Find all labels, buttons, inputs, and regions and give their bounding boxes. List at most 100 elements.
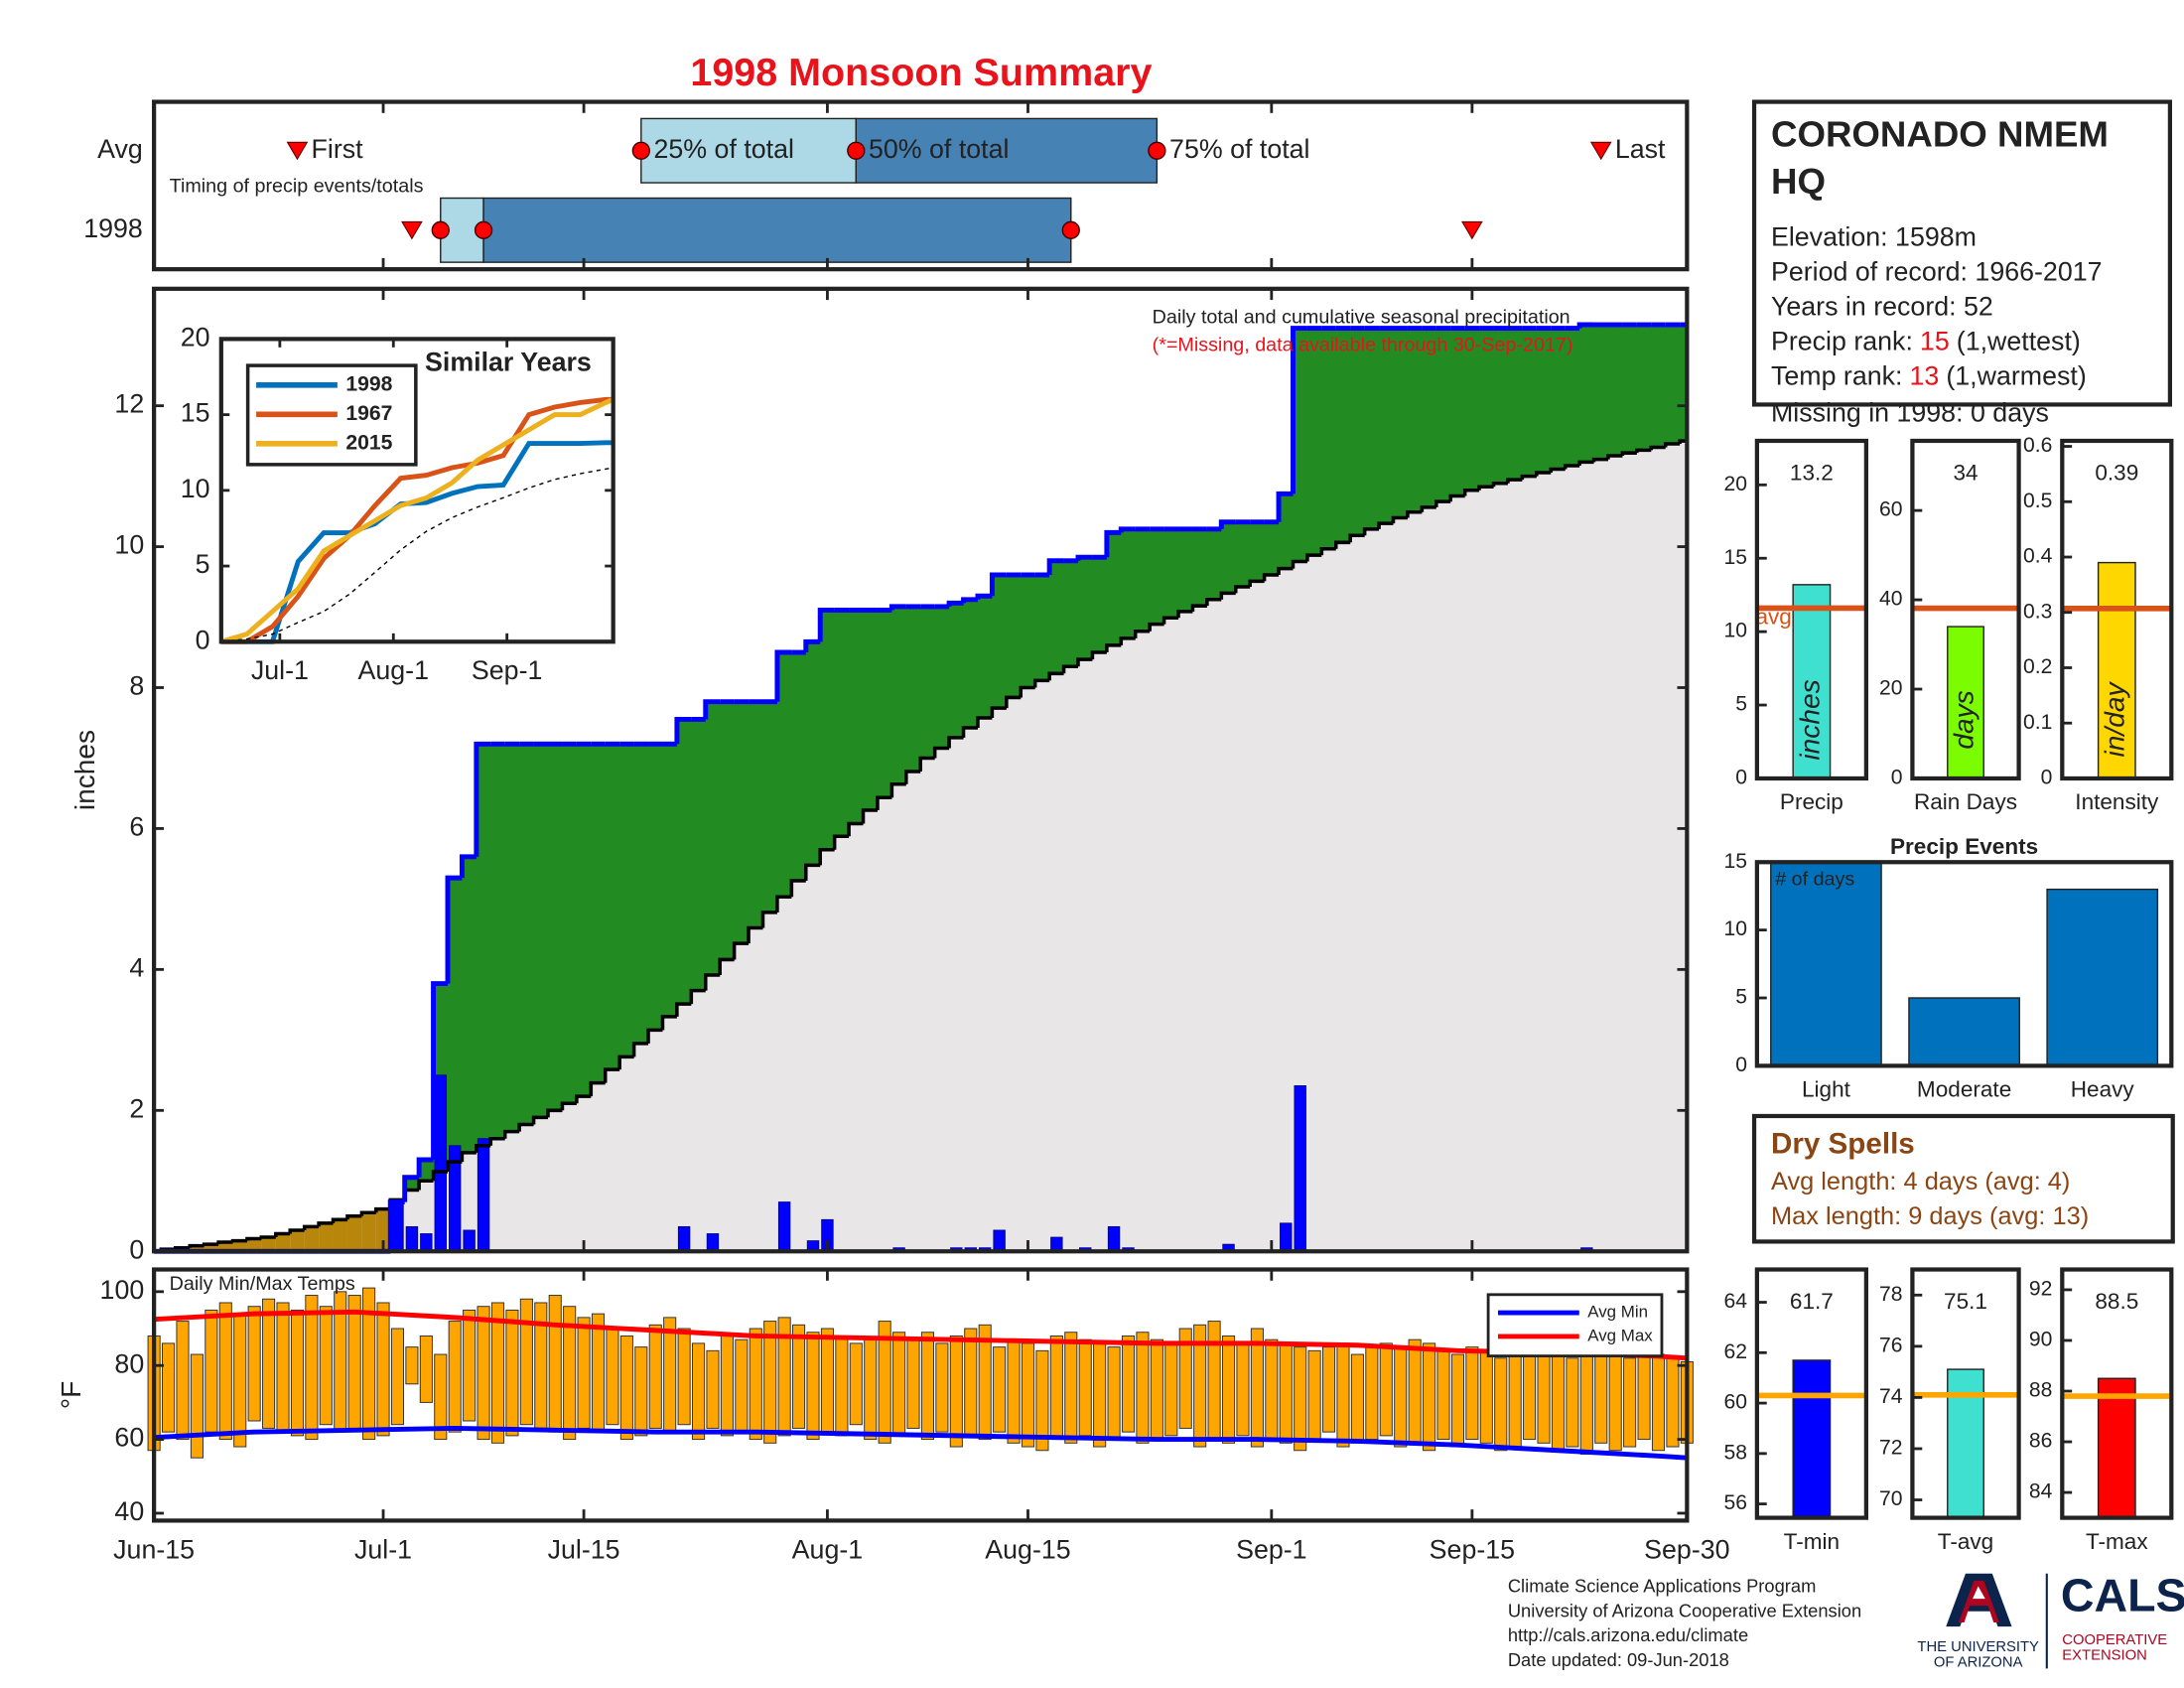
average-fill	[1579, 462, 1594, 1252]
temp-range-bar	[949, 1335, 963, 1448]
surplus-fill	[805, 641, 821, 866]
deficit-fill	[361, 1212, 377, 1252]
surplus-fill	[419, 1159, 434, 1182]
temp-range-bar	[749, 1328, 762, 1441]
temp-range-bar	[519, 1298, 533, 1426]
logo-extension: COOPERATIVE	[2062, 1632, 2167, 1648]
average-step	[374, 1206, 391, 1213]
average-step	[546, 1108, 563, 1118]
x-tick-label: Sep-1	[472, 655, 542, 685]
average-step	[1549, 467, 1566, 474]
average-fill	[705, 975, 721, 1252]
temp-range-bar	[548, 1295, 562, 1433]
average-fill	[734, 943, 750, 1252]
temp-range-bar	[505, 1309, 519, 1437]
event-triangle	[286, 141, 309, 161]
average-step	[703, 973, 721, 991]
average-step	[331, 1217, 347, 1223]
daily-bar	[391, 1201, 404, 1252]
average-fill	[676, 1004, 692, 1252]
value-label: 61.7	[1790, 1289, 1834, 1314]
plot-frame	[1754, 438, 1868, 781]
x-tick-label: Light	[1802, 1077, 1851, 1102]
temp-range-bar	[1294, 1346, 1307, 1452]
surplus-fill	[891, 606, 907, 784]
surplus-fill	[749, 701, 763, 928]
surplus-fill	[863, 610, 879, 810]
surplus-fill	[1163, 528, 1179, 619]
annotation: Daily Min/Max Temps	[170, 1273, 355, 1295]
temp-range-bar	[563, 1306, 577, 1441]
logo-a-inner	[1958, 1580, 1999, 1622]
surplus-fill	[920, 606, 936, 759]
logo-university: THE UNIVERSITY	[1917, 1639, 2039, 1655]
average-fill	[1049, 673, 1064, 1252]
average-step	[460, 1151, 477, 1163]
average-step	[889, 781, 906, 798]
deficit-fill	[246, 1238, 262, 1252]
temp-range-bar	[906, 1338, 920, 1429]
average-fill	[1393, 517, 1409, 1252]
plot-frame	[2060, 1267, 2174, 1520]
average-step	[1248, 579, 1265, 588]
average-fill	[562, 1103, 578, 1252]
average-fill	[1435, 501, 1451, 1252]
surplus-fill	[504, 744, 520, 1132]
y-tick-label: 10	[1723, 620, 1747, 642]
cumulative-step	[674, 716, 692, 745]
average-label: avg	[1755, 604, 1791, 629]
surplus-fill	[1264, 521, 1280, 575]
surplus-fill	[1250, 521, 1266, 582]
temp-range-bar	[362, 1287, 376, 1441]
surplus-fill	[1077, 557, 1093, 660]
daily-bar	[706, 1233, 720, 1252]
average-fill	[949, 737, 964, 1252]
bar	[1947, 1368, 1984, 1519]
surplus-fill	[1479, 328, 1494, 488]
average-fill	[1522, 476, 1538, 1252]
average-step	[718, 957, 735, 976]
average-fill	[1680, 441, 1688, 1252]
average-step	[617, 1055, 634, 1070]
y-tick-label: 76	[1879, 1334, 1903, 1356]
temp-range-bar	[1551, 1353, 1566, 1452]
temp-range-bar	[1221, 1335, 1236, 1444]
average-step	[1491, 481, 1508, 488]
y-tick-label: 78	[1879, 1283, 1903, 1306]
temp-range-bar	[477, 1306, 490, 1441]
row-label: Avg	[97, 134, 143, 164]
average-step	[431, 1170, 448, 1182]
logo-a-hole	[1973, 1586, 1985, 1600]
marker-label: Last	[1615, 134, 1666, 164]
surplus-fill	[1379, 328, 1394, 524]
average-fill	[1221, 593, 1237, 1252]
average-step	[631, 1042, 649, 1057]
y-tick-label: 15	[1723, 546, 1747, 569]
average-fill	[1063, 666, 1079, 1252]
y-tick-label: 0	[2041, 767, 2053, 789]
annotation: Timing of precip events/totals	[170, 175, 424, 197]
temp-range-bar	[792, 1324, 806, 1429]
y-tick-label: 0.1	[2023, 711, 2052, 734]
temp-range-bar	[820, 1328, 834, 1433]
legend-label: Avg Min	[1587, 1303, 1648, 1322]
average-step	[1105, 643, 1122, 653]
total-marker	[1148, 141, 1166, 160]
average-step	[1649, 445, 1666, 451]
average-step	[230, 1238, 247, 1243]
surplus-fill	[1565, 328, 1580, 466]
average-step	[947, 736, 964, 749]
average-fill	[1593, 459, 1609, 1252]
bar	[1792, 1359, 1832, 1519]
average-step	[1663, 442, 1681, 448]
x-tick-label: Aug-1	[358, 655, 429, 685]
plot-frame	[1910, 438, 2021, 781]
y-tick-label: 10	[181, 474, 210, 503]
average-fill	[1350, 535, 1366, 1252]
deficit-fill	[261, 1237, 277, 1252]
temp-range-bar	[1537, 1349, 1551, 1444]
y-tick-label: 12	[114, 389, 144, 419]
average-step	[1348, 533, 1365, 543]
y-tick-label: 6	[129, 812, 144, 842]
y-tick-label: 62	[1723, 1340, 1747, 1363]
